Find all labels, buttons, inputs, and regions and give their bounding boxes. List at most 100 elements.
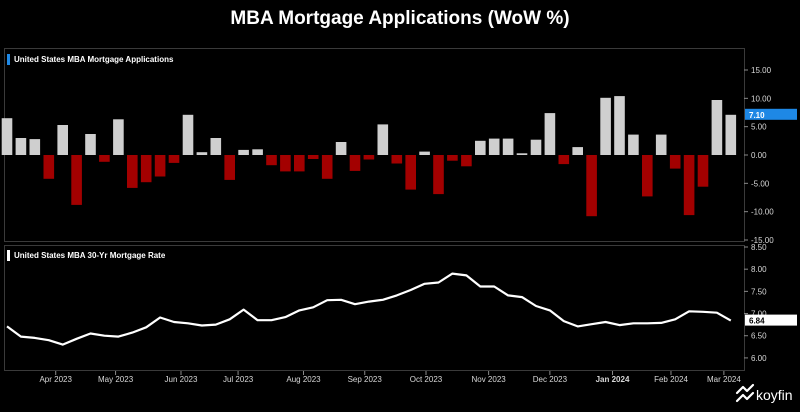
x-tick-label: Jun 2023 [165, 375, 198, 384]
y-tick-label: 8.50 [751, 243, 767, 252]
bar [655, 134, 667, 155]
bar [168, 155, 180, 163]
bar [127, 155, 138, 188]
bar [321, 155, 333, 179]
bar [43, 155, 55, 179]
bar [586, 155, 597, 217]
bar [628, 134, 639, 155]
bar [642, 155, 653, 197]
koyfin-logo: koyfin [735, 383, 793, 403]
top-y-axis: 15.00 10.00 5.00 0.00 -5.00 -10.00 -15.00 [744, 66, 774, 245]
x-tick-label: Jul 2023 [223, 375, 254, 384]
bar [238, 149, 249, 155]
y-tick-label: 15.00 [751, 66, 772, 75]
bar [154, 155, 166, 177]
bar [140, 155, 152, 183]
bar [99, 155, 110, 162]
bar [280, 155, 291, 172]
bar [447, 155, 458, 161]
bar [614, 96, 625, 155]
bar [600, 97, 611, 155]
bar [252, 149, 263, 155]
x-tick-label: Aug 2023 [286, 375, 321, 384]
bottom-last-value-badge-text: 6.84 [749, 317, 765, 326]
y-tick-label: 0.00 [751, 151, 767, 160]
bar [516, 153, 528, 155]
bar [544, 113, 556, 155]
bottom-panel-frame [4, 245, 745, 371]
bar [433, 155, 444, 195]
x-tick-label: Jan 2024 [596, 375, 630, 384]
bottom-y-axis: 8.50 8.00 7.50 7.00 6.50 6.00 [744, 243, 767, 363]
x-tick-label: Apr 2023 [39, 375, 72, 384]
y-tick-label: 8.00 [751, 265, 767, 274]
top-last-value-badge: 7.10 [745, 108, 797, 120]
bar [669, 155, 681, 169]
bar [725, 114, 737, 155]
top-panel-title: United States MBA Mortgage Applications [14, 55, 174, 64]
bar [711, 100, 723, 155]
y-tick-label: 7.00 [751, 310, 767, 319]
x-axis: Apr 2023 May 2023 Jun 2023 Jul 2023 Aug 2023… [39, 371, 741, 384]
y-tick-label: -5.00 [751, 179, 770, 188]
bar [210, 138, 222, 155]
koyfin-logo-icon-lower [735, 391, 755, 403]
bar [266, 155, 277, 166]
y-tick-label: 7.50 [751, 287, 767, 296]
bar [307, 155, 319, 159]
bar [363, 155, 375, 160]
bar [335, 142, 347, 155]
y-tick-label: -10.00 [751, 208, 774, 217]
bar [113, 119, 124, 155]
bar [419, 151, 430, 155]
bar [530, 139, 542, 155]
bottom-panel-title: United States MBA 30-Yr Mortgage Rate [14, 251, 166, 260]
bar [182, 114, 194, 155]
bottom-panel-title-marker [7, 250, 10, 261]
bar [461, 155, 472, 167]
bar [1, 118, 13, 155]
bar [57, 125, 68, 155]
bottom-last-value-badge-bg [745, 314, 797, 326]
bar [683, 155, 695, 216]
top-last-value-badge-text: 7.10 [749, 111, 765, 120]
bar [697, 155, 709, 187]
bar [475, 140, 486, 155]
top-panel-title-marker [7, 54, 10, 65]
bar [405, 155, 416, 190]
y-tick-label: 6.00 [751, 354, 767, 363]
bar [15, 138, 27, 155]
y-tick-label: 6.50 [751, 332, 767, 341]
bar [572, 147, 583, 155]
y-tick-label: 10.00 [751, 94, 772, 103]
bar [349, 155, 361, 171]
bar [558, 155, 570, 165]
bar [294, 155, 305, 172]
bar [85, 134, 96, 155]
bar [502, 138, 514, 155]
chart-title: MBA Mortgage Applications (WoW %) [230, 8, 570, 29]
koyfin-logo-text: koyfin [756, 387, 793, 403]
y-tick-label: 5.00 [751, 123, 767, 132]
x-tick-label: Feb 2024 [654, 375, 688, 384]
x-tick-label: Mar 2024 [707, 375, 741, 384]
bar [488, 138, 500, 155]
x-tick-label: Oct 2023 [410, 375, 443, 384]
x-tick-label: Dec 2023 [533, 375, 568, 384]
bottom-last-value-badge: 6.84 [745, 314, 797, 326]
x-tick-label: May 2023 [98, 375, 134, 384]
bar [71, 155, 82, 205]
bar [224, 155, 235, 180]
x-tick-label: Nov 2023 [471, 375, 506, 384]
top-last-value-badge-bg [745, 108, 797, 120]
bar [391, 155, 403, 164]
bar-series [1, 96, 737, 217]
koyfin-logo-icon [735, 383, 755, 395]
bar [196, 152, 208, 155]
y-tick-label: -15.00 [751, 236, 774, 245]
rate-line [6, 272, 732, 346]
x-tick-label: Sep 2023 [348, 375, 383, 384]
bar [377, 124, 389, 155]
bar [29, 139, 41, 155]
